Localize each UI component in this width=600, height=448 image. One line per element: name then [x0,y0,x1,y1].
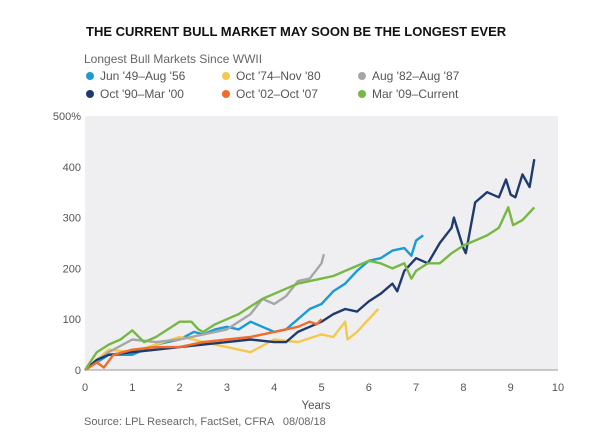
y-tick-label: 100 [63,314,81,326]
x-tick-label: 9 [508,382,514,394]
y-tick-label: 300 [63,213,81,225]
chart-subtitle: Longest Bull Markets Since WWII [84,52,262,66]
legend-label: Oct '90–Mar '00 [100,87,184,101]
y-tick-label: 200 [63,263,81,275]
x-tick-label: 3 [224,382,230,394]
y-tick-label: 400 [63,162,81,174]
x-tick-label: 0 [82,382,88,394]
series-lines [83,159,536,372]
x-tick-label: 1 [129,382,135,394]
x-tick-label: 5 [318,382,324,394]
legend-marker [222,90,230,98]
series-line-4 [84,318,323,372]
legend-label: Jun '49–Aug '56 [100,69,186,83]
x-tick-label: 8 [460,382,466,394]
series-line-1 [84,308,380,371]
series-line-3 [84,159,536,371]
legend-label: Aug '82–Aug '87 [372,69,460,83]
legend-marker [222,72,230,80]
legend-marker [358,72,366,80]
x-tick-label: 2 [177,382,183,394]
plot-area [85,116,558,370]
legend-label: Oct '74–Nov '80 [236,69,321,83]
x-tick-label: 6 [366,382,372,394]
legend-marker [86,90,94,98]
legend-label: Mar '09–Current [372,87,459,101]
x-axis-label: Years [302,400,331,412]
x-tick-label: 4 [271,382,277,394]
x-tick-label: 10 [552,382,564,394]
x-axis: 0 1 2 3 4 5 6 7 8 9 10 [82,382,564,394]
y-tick-label: 500% [53,111,81,123]
legend-label: Oct '02–Oct '07 [236,87,318,101]
source-note: Source: LPL Research, FactSet, CFRA 08/0… [84,416,326,428]
y-axis: 0 100 200 300 400 500% [53,111,81,377]
legend-marker [86,72,94,80]
x-tick-label: 7 [413,382,419,394]
legend-marker [358,90,366,98]
y-tick-label: 0 [75,365,81,377]
chart-title: THE CURRENT BULL MARKET MAY SOON BE THE … [86,24,507,39]
series-line-5 [83,206,536,371]
series-line-2 [84,253,326,371]
legend: Jun '49–Aug '56 Oct '74–Nov '80 Aug '82–Au… [86,69,460,101]
